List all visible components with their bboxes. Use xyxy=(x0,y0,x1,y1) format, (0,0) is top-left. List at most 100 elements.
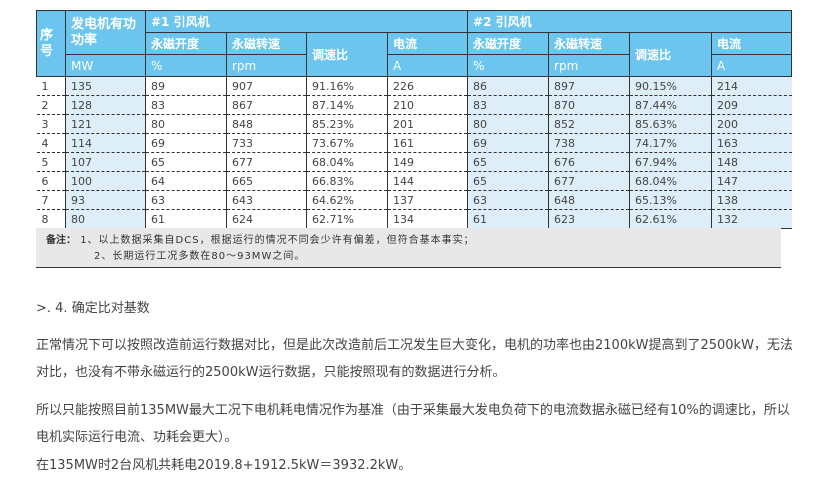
table-cell: 144 xyxy=(386,171,468,191)
table-cell: 121 xyxy=(65,114,146,134)
table-cell: 93 xyxy=(65,190,146,210)
header-speed: 永磁转速 xyxy=(548,32,631,55)
header-power: 发电机有功功率 xyxy=(65,10,146,55)
table-row: 6 100 64 665 66.83% 144 65 677 68.04% 147 xyxy=(36,171,792,191)
header-current: 电流 xyxy=(386,32,469,55)
table-row: 4 114 69 733 73.67% 161 69 738 74.17% 163 xyxy=(36,133,792,153)
table-cell: 65 xyxy=(145,152,227,172)
table-cell: 147 xyxy=(711,171,792,191)
header-fan1: #1 引风机 xyxy=(144,10,468,33)
header-fan2: #2 引风机 xyxy=(467,10,793,33)
table-cell: 114 xyxy=(65,133,146,153)
table-cell: 69 xyxy=(467,133,549,153)
note-1: 1、以上数据采集自DCS，根据运行的情况不同会少许有偏差，但符合基本事实； xyxy=(80,235,475,246)
table-cell: 85.63% xyxy=(629,114,712,134)
table-cell: 80 xyxy=(467,114,549,134)
table-cell: 64 xyxy=(145,171,227,191)
table-row: 5 107 65 677 68.04% 149 65 676 67.94% 148 xyxy=(36,152,792,172)
table-cell: 65 xyxy=(467,171,549,191)
table-cell: 665 xyxy=(226,171,307,191)
table-cell: 68.04% xyxy=(306,152,388,172)
table-cell: 648 xyxy=(548,190,630,210)
table-row: 8 80 61 624 62.71% 134 61 623 62.61% 132 xyxy=(36,209,792,229)
table-cell: 69 xyxy=(145,133,227,153)
table-cell: 5 xyxy=(36,152,66,172)
paragraph-3: 在135MW时2台风机共耗电2019.8+1912.5kW＝3932.2kW。 xyxy=(36,458,412,473)
table-cell: 87.44% xyxy=(629,95,712,115)
table-cell: 135 xyxy=(65,76,146,96)
table-cell: 63 xyxy=(467,190,549,210)
table-cell: 8 xyxy=(36,209,66,229)
table-cell: 4 xyxy=(36,133,66,153)
table-cell: 68.04% xyxy=(629,171,712,191)
table-cell: 200 xyxy=(711,114,792,134)
table-cell: 90.15% xyxy=(629,76,712,96)
table-row: 7 93 63 643 64.62% 137 63 648 65.13% 138 xyxy=(36,190,792,210)
unit-rpm: rpm xyxy=(226,54,307,77)
table-cell: 62.61% xyxy=(629,209,712,229)
paragraph-1: 正常情况下可以按照改造前运行数据对比，但是此次改造前后工况发生巨大变化，电机的功… xyxy=(36,338,793,380)
table-cell: 161 xyxy=(386,133,468,153)
table-cell: 867 xyxy=(226,95,307,115)
unit-percent: % xyxy=(145,54,227,77)
table-cell: 65.13% xyxy=(629,190,712,210)
table-cell: 80 xyxy=(65,209,146,229)
table-cell: 85.23% xyxy=(306,114,388,134)
table-cell: 80 xyxy=(145,114,227,134)
table-row: 3 121 80 848 85.23% 201 80 852 85.63% 200 xyxy=(36,114,792,134)
table-cell: 148 xyxy=(711,152,792,172)
table-cell: 134 xyxy=(386,209,468,229)
table-cell: 149 xyxy=(386,152,468,172)
table-cell: 138 xyxy=(711,190,792,210)
table-cell: 64.62% xyxy=(306,190,388,210)
table-row: 1 135 89 907 91.16% 226 86 897 90.15% 214 xyxy=(36,76,792,96)
unit-amp: A xyxy=(711,54,793,77)
table-cell: 83 xyxy=(145,95,227,115)
header-ratio: 调速比 xyxy=(306,32,388,77)
table-row: 2 128 83 867 87.14% 210 83 870 87.44% 209 xyxy=(36,95,792,115)
table-notes: 备注： 1、以上数据采集自DCS，根据运行的情况不同会少许有偏差，但符合基本事实… xyxy=(36,228,781,268)
table-cell: 87.14% xyxy=(306,95,388,115)
table-cell: 897 xyxy=(548,76,630,96)
table-cell: 852 xyxy=(548,114,630,134)
table-cell: 870 xyxy=(548,95,630,115)
unit-percent: % xyxy=(467,54,550,77)
header-opening: 永磁开度 xyxy=(145,32,227,55)
table-cell: 61 xyxy=(145,209,227,229)
unit-amp: A xyxy=(386,54,469,77)
table-cell: 65 xyxy=(467,152,549,172)
table-cell: 128 xyxy=(65,95,146,115)
table-cell: 6 xyxy=(36,171,66,191)
table-cell: 209 xyxy=(711,95,792,115)
header-opening: 永磁开度 xyxy=(467,32,550,55)
note-2: 2、长期运行工况多数在80～93MW之间。 xyxy=(94,251,306,262)
table-cell: 7 xyxy=(36,190,66,210)
table-cell: 86 xyxy=(467,76,549,96)
table-cell: 61 xyxy=(467,209,549,229)
table-cell: 2 xyxy=(36,95,66,115)
unit-rpm: rpm xyxy=(548,54,631,77)
table-cell: 1 xyxy=(36,76,66,96)
paragraph-2: 所以只能按照目前135MW最大工况下电机耗电情况作为基准（由于采集最大发电负荷下… xyxy=(36,403,790,445)
table-cell: 83 xyxy=(467,95,549,115)
table-cell: 624 xyxy=(226,209,307,229)
table-cell: 738 xyxy=(548,133,630,153)
table-cell: 676 xyxy=(548,152,630,172)
unit-power: MW xyxy=(65,54,146,77)
table-cell: 907 xyxy=(226,76,307,96)
table-cell: 733 xyxy=(226,133,307,153)
table-cell: 201 xyxy=(386,114,468,134)
table-cell: 91.16% xyxy=(306,76,388,96)
table-cell: 66.83% xyxy=(306,171,388,191)
table-cell: 62.71% xyxy=(306,209,388,229)
section-heading: >. 4. 确定比对基数 xyxy=(36,301,150,316)
table-cell: 132 xyxy=(711,209,792,229)
table-cell: 73.67% xyxy=(306,133,388,153)
table-cell: 643 xyxy=(226,190,307,210)
table-cell: 100 xyxy=(65,171,146,191)
table-cell: 163 xyxy=(711,133,792,153)
table-cell: 107 xyxy=(65,152,146,172)
header-seq: 序号 xyxy=(36,10,66,77)
table-cell: 67.94% xyxy=(629,152,712,172)
table-cell: 214 xyxy=(711,76,792,96)
